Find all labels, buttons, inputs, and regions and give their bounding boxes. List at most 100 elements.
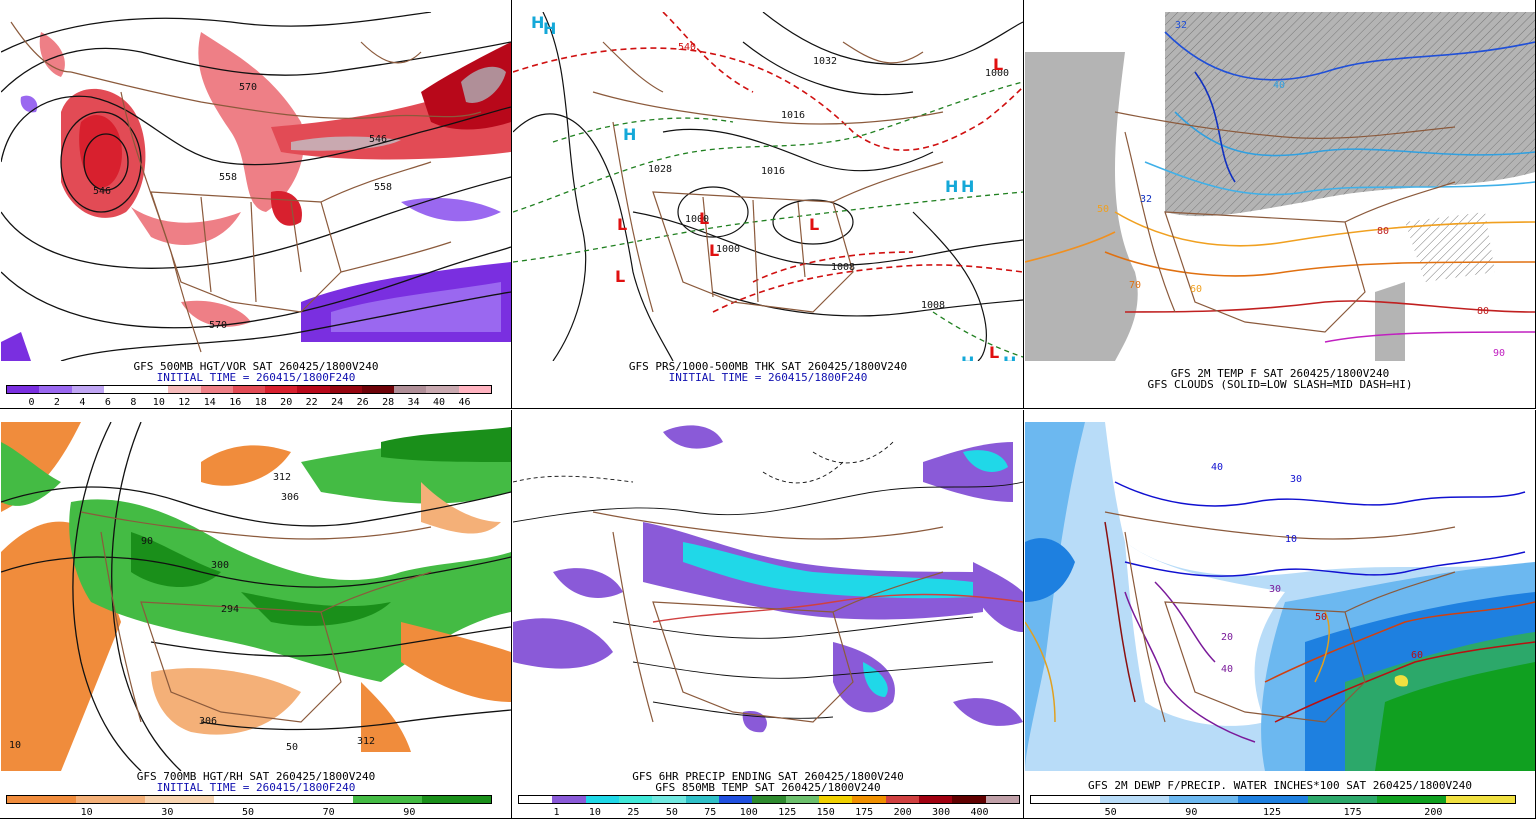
colorbar-tick-label: 20 [280,397,293,408]
contour-label: 306 [281,492,299,503]
colorbar-tick-label: 70 [322,807,335,818]
colorbar-segment [1169,796,1239,803]
colorbar-segment [952,796,986,803]
colorbar-tick-label: 10 [152,397,165,408]
colorbar-tick-label: 18 [254,397,267,408]
contour-label: 300 [211,560,229,571]
geographic-borders [1114,111,1456,333]
contour-label: 558 [219,172,237,183]
colorbar-segment [265,386,298,393]
low-pressure-marker: L [709,241,719,260]
colorbar-tick-label: 14 [203,397,216,408]
panel-title: GFS 2M DEWP F/PRECIP. WATER INCHES*100 S… [1087,779,1473,792]
geographic-borders [1104,511,1456,723]
colorbar-segment [885,796,919,803]
isobars [513,12,1023,361]
rh-shading [1,422,511,771]
cloud-cover [1025,12,1535,361]
colorbar-tick-label: 125 [1262,807,1282,818]
contour-label: 558 [374,182,392,193]
colorbar-segment [652,796,686,803]
colorbar [518,795,1020,804]
contour-label: 312 [357,736,375,747]
colorbar-segment [1445,796,1515,803]
colorbar-tick-label: 24 [331,397,344,408]
contour-label: 10 [1285,534,1297,545]
contour-labels: 570 546 558 546 558 570 [93,82,392,331]
colorbar-tick-label: 46 [458,397,471,408]
colorbar-tick-label: 50 [1104,807,1117,818]
colorbar-segment [232,386,266,393]
colorbar [6,385,492,394]
contour-label: 50 [1315,612,1327,623]
colorbar-tick-label: 100 [739,807,758,818]
panel-subtitle: GFS CLOUDS (SOLID=LOW SLASH=MID DASH=HI) [1147,378,1413,391]
colorbar [1030,795,1516,804]
colorbar-tick-label: 25 [627,807,640,818]
contour-label: 1016 [761,166,785,177]
colorbar-segment [421,796,491,803]
colorbar-ticks: 0 2 4 6 8 10 12 14 16 18 20 22 24 26 28 34 40 46 [6,397,490,408]
geographic-borders [80,511,432,723]
map-2m-temp: 32 40 32 50 80 70 60 80 90 80 [1025,12,1535,361]
colorbar-segment [168,386,201,393]
colorbar-tick-label: 16 [229,397,242,408]
panel-title: GFS 700MB HGT/RH SAT 260425/1800V240 [136,770,376,783]
contour-label: 60 [1190,284,1202,295]
map-dewpoint: 40 30 60 20 50 40 30 10 [1025,422,1535,771]
contour-label: 540 [678,42,696,53]
pressure-centers: H H L L L L L L H H H H L H [531,13,1016,361]
colorbar-segment [71,386,104,393]
colorbar-tick-label: 30 [161,807,174,818]
colorbar-segment [297,386,330,393]
colorbar-ticks: 50 90 125 175 200 [1030,807,1514,818]
colorbar-segment [1307,796,1377,803]
colorbar-segment [785,796,819,803]
panel-subtitle: GFS 850MB TEMP SAT 260425/1800V240 [655,781,881,794]
contour-label: 546 [93,186,111,197]
colorbar-tick-label: 400 [970,807,989,818]
colorbar-tick-label: 28 [382,397,395,408]
high-pressure-marker: H [945,177,958,196]
colorbar-tick-label: 4 [79,397,86,408]
map-precip [513,422,1023,771]
geographic-borders [10,21,482,353]
panel-500mb-vorticity: 570 546 558 546 558 570 GFS 500MB HGT/VO… [0,0,512,409]
colorbar-segment [519,796,553,803]
contour-label: 546 [369,134,387,145]
colorbar-segment [458,386,491,393]
colorbar-tick-label: 8 [130,397,137,408]
dewpoint-labels: 40 30 60 20 50 40 30 10 [1211,462,1423,675]
thickness-540 [513,12,1023,313]
colorbar-segment [7,796,77,803]
temperature-850-contours [513,441,1023,719]
colorbar-tick-label: 50 [241,807,255,818]
contour-label: 40 [1221,664,1233,675]
colorbar-tick-label: 50 [665,807,678,818]
colorbar-ticks: 1 10 25 50 75 100 125 150 175 200 300 400 [518,807,1018,818]
colorbar-segment [7,386,40,393]
contour-label: 90 [1493,348,1505,359]
colorbar-segment [752,796,786,803]
contour-label: 40 [1211,462,1223,473]
colorbar-segment [361,386,395,393]
colorbar-tick-label: 2 [53,397,60,408]
contour-label: 40 [1273,80,1285,91]
isobar-labels: 540 1032 1016 1028 1016 1000 1000 1008 1… [648,42,1009,311]
contour-labels: 312 306 300 294 306 312 90 50 10 [9,472,375,753]
map-700mb: 312 306 300 294 306 312 90 50 10 [1,422,511,771]
temperature-labels: 32 40 32 50 80 70 60 80 90 80 [1097,20,1505,359]
high-pressure-marker: H [531,13,544,32]
colorbar-tick-label: 1 [553,807,560,818]
contour-label: 306 [199,716,217,727]
colorbar-tick-label: 90 [403,807,416,818]
colorbar-segment [352,796,422,803]
contour-label: 1000 [985,68,1009,79]
colorbar-segment [918,796,953,803]
panel-dewpoint-pwat: 40 30 60 20 50 40 30 10 GFS 2M DEWP F/PR… [1024,410,1536,819]
colorbar-segment [329,386,362,393]
contour-label: 294 [221,604,239,615]
colorbar-segment [200,386,233,393]
contour-label: 30 [1290,474,1302,485]
map-500mb: 570 546 558 546 558 570 [1,12,511,361]
